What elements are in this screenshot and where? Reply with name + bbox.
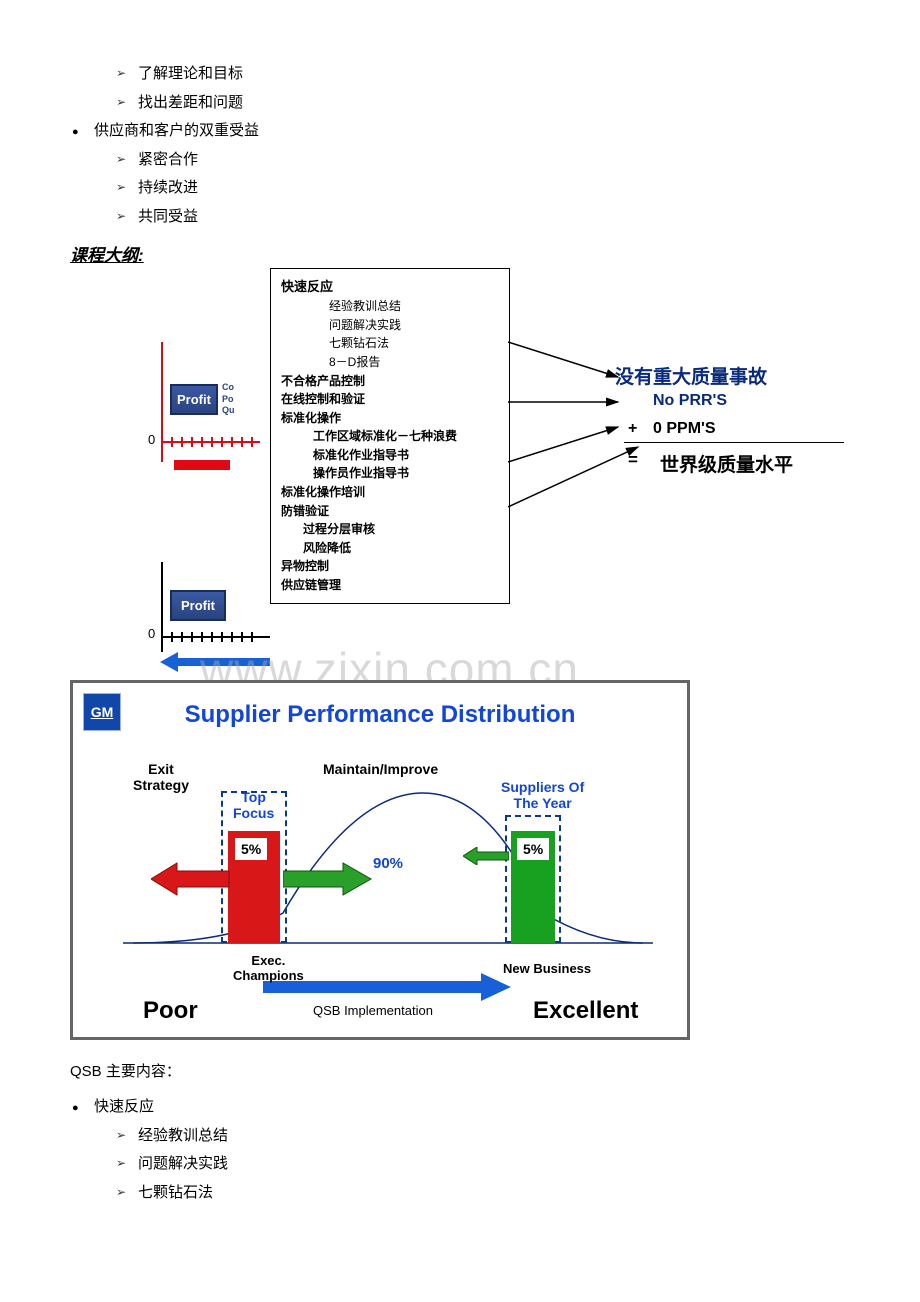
maintain-label: Maintain/Improve [323, 761, 438, 777]
qbox-line: 问题解决实践 [281, 316, 499, 335]
poor-label: Poor [143, 997, 198, 1025]
red-arrow-icon [151, 861, 231, 897]
axis-zero-label: 0 [148, 432, 155, 447]
small-green-arrow-icon [463, 847, 509, 865]
qsb-impl-label: QSB Implementation [313, 1003, 433, 1018]
list-item: 找出差距和问题 [120, 89, 850, 118]
list-item: 经验教训总结 [120, 1122, 850, 1151]
label: Co [222, 382, 235, 394]
arrows-icon [508, 312, 668, 512]
qbox-line: 工作区域标准化－七种浪费 [281, 427, 499, 446]
result-line2: No PRR'S [653, 392, 727, 410]
pct-right: 5% [517, 838, 549, 860]
profit-side-labels: Co Po Qu [222, 382, 235, 417]
divider-line [624, 442, 844, 443]
qbox-title: 快速反应 [281, 277, 499, 297]
qbox-line: 不合格产品控制 [281, 372, 499, 391]
qbox-line: 供应链管理 [281, 576, 499, 595]
qsb-flow-diagram: 快速反应 经验教训总结 问题解决实践 七颗钻石法 8－D报告 不合格产品控制 在… [70, 232, 850, 672]
list-item: 持续改进 [120, 174, 850, 203]
qsb-text-box: 快速反应 经验教训总结 问题解决实践 七颗钻石法 8－D报告 不合格产品控制 在… [270, 268, 510, 604]
qbox-line: 过程分层审核 [281, 520, 499, 539]
qbox-line: 防错验证 [281, 502, 499, 521]
label: Po [222, 394, 235, 406]
qbox-line: 标准化作业指导书 [281, 446, 499, 465]
list-item: 了解理论和目标 [120, 60, 850, 89]
top-bullet-list: 了解理论和目标 找出差距和问题 供应商和客户的双重受益 紧密合作 持续改进 共同… [70, 60, 850, 231]
qbox-line: 七颗钻石法 [281, 334, 499, 353]
result-line3-prefix: + [628, 420, 637, 438]
list-item: 紧密合作 [120, 146, 850, 175]
green-arrow-icon [283, 861, 373, 897]
excellent-label: Excellent [533, 997, 638, 1025]
list-item: 七颗钻石法 [120, 1179, 850, 1208]
list-item: 快速反应 [80, 1093, 850, 1122]
qbox-line: 8－D报告 [281, 353, 499, 372]
gm-title: Supplier Performance Distribution [73, 701, 687, 729]
exec-champions-label: Exec. Champions [233, 953, 304, 983]
profit-box: Profit [170, 384, 218, 415]
new-business-label: New Business [503, 961, 591, 976]
qbox-line: 标准化操作培训 [281, 483, 499, 502]
blue-axis-icon [150, 562, 290, 682]
result-line3: 0 PPM'S [653, 420, 716, 438]
qbox-line: 标准化操作 [281, 409, 499, 428]
list-item: 问题解决实践 [120, 1150, 850, 1179]
label: Qu [222, 405, 235, 417]
result-line1: 没有重大质量事故 [615, 362, 767, 389]
gm-distribution-panel: GM Supplier Performance Distribution Exi… [70, 680, 690, 1040]
bottom-bullet-list: 快速反应 经验教训总结 问题解决实践 七颗钻石法 [70, 1093, 850, 1207]
qsb-main-text: QSB 主要内容： [70, 1060, 850, 1081]
profit-box-lower: Profit [170, 590, 226, 621]
qbox-line: 异物控制 [281, 557, 499, 576]
list-item: 供应商和客户的双重受益 [80, 117, 850, 146]
pct-mid: 90% [373, 855, 403, 872]
qbox-line: 操作员作业指导书 [281, 464, 499, 483]
result-line4-prefix: = [628, 450, 638, 470]
axis-zero-label: 0 [148, 626, 155, 641]
qbox-line: 在线控制和验证 [281, 390, 499, 409]
qbox-line: 风险降低 [281, 539, 499, 558]
pct-left: 5% [235, 838, 267, 860]
list-item: 共同受益 [120, 203, 850, 232]
result-line4: 世界级质量水平 [660, 450, 793, 477]
qbox-line: 经验教训总结 [281, 297, 499, 316]
